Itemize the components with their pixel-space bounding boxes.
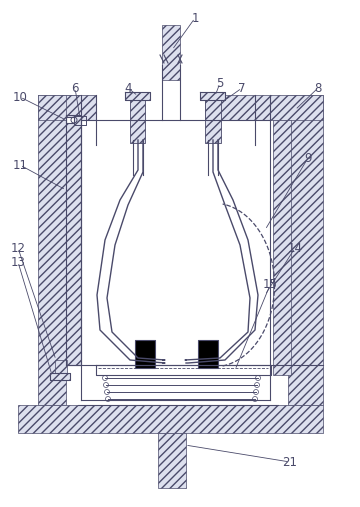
- Text: 21: 21: [283, 455, 297, 468]
- Text: 13: 13: [10, 256, 26, 269]
- Bar: [205, 95, 323, 120]
- Bar: [66, 95, 81, 365]
- Bar: [273, 120, 291, 375]
- Text: 8: 8: [314, 82, 322, 94]
- Bar: [288, 95, 323, 405]
- Bar: [18, 405, 323, 433]
- Text: 11: 11: [13, 159, 27, 171]
- Text: 15: 15: [262, 278, 278, 292]
- Text: 12: 12: [10, 241, 26, 255]
- Bar: [162, 25, 180, 80]
- Bar: [50, 373, 70, 380]
- Text: 5: 5: [216, 77, 224, 90]
- Text: 4: 4: [124, 82, 132, 94]
- Bar: [38, 95, 96, 120]
- Text: 14: 14: [288, 241, 302, 255]
- Bar: [55, 360, 67, 374]
- Bar: [198, 340, 218, 368]
- Bar: [66, 117, 74, 123]
- Bar: [158, 433, 186, 488]
- Text: 1: 1: [191, 12, 199, 24]
- Text: 6: 6: [71, 82, 79, 94]
- Text: 7: 7: [238, 82, 246, 94]
- Bar: [135, 340, 155, 368]
- Bar: [125, 92, 150, 100]
- Text: 10: 10: [13, 91, 27, 103]
- Text: 9: 9: [304, 152, 312, 164]
- Bar: [205, 95, 221, 143]
- Bar: [200, 92, 225, 100]
- Bar: [130, 95, 145, 143]
- Bar: [38, 95, 66, 405]
